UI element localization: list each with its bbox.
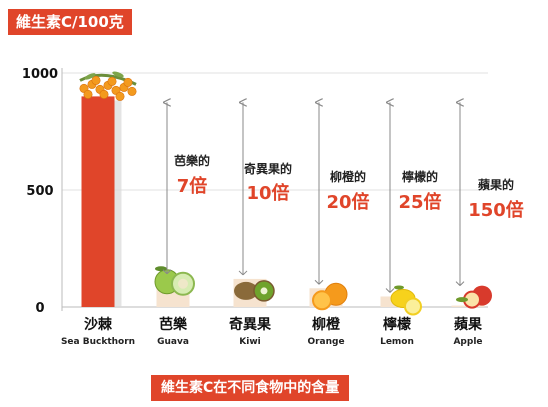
leaf — [155, 266, 167, 272]
x-tick-sublabel: Guava — [157, 337, 189, 347]
x-tick-sublabel: Apple — [453, 337, 482, 347]
x-tick-label: 檸檬 — [383, 316, 411, 333]
annotation-name: 奇異果的 — [244, 161, 292, 176]
berry — [123, 77, 133, 87]
annotation-name: 柳橙的 — [330, 169, 366, 184]
y-tick-label: 0 — [35, 301, 44, 316]
arrow-tail — [318, 279, 324, 285]
chart-caption: 維生素C在不同食物中的含量 — [151, 375, 350, 401]
apple-icon — [456, 285, 492, 309]
arrow-tail — [242, 270, 248, 276]
berry — [99, 89, 109, 99]
x-tick-label: 柳橙 — [312, 316, 341, 333]
annotation-multiple: 7倍 — [177, 175, 208, 197]
kiwi-icon — [234, 280, 275, 302]
annotation-name: 芭樂的 — [174, 153, 210, 168]
sea-buckthorn-icon — [79, 71, 137, 101]
annotation-name: 檸檬的 — [402, 169, 438, 184]
chart-title: 維生素C/100克 — [8, 9, 132, 35]
lemon-icon — [390, 285, 422, 316]
leaf — [394, 285, 404, 290]
guava-core — [178, 278, 188, 289]
arrow-tail — [389, 288, 395, 293]
berry — [127, 86, 137, 96]
arrow-tail — [385, 288, 391, 293]
berry — [107, 76, 117, 86]
x-tick-sublabel: Sea Buckthorn — [61, 337, 135, 347]
berry — [115, 91, 125, 101]
bar-0 — [81, 96, 115, 308]
x-tick-sublabel: Kiwi — [239, 337, 260, 347]
berry — [83, 89, 93, 99]
orange-icon — [312, 282, 348, 311]
x-tick-label: 沙棘 — [84, 316, 113, 333]
guava-icon — [154, 266, 195, 296]
annotation-multiple: 20倍 — [326, 191, 369, 213]
bar-shadow — [114, 100, 122, 308]
kiwi-core — [260, 287, 268, 295]
arrow-tail — [455, 281, 461, 286]
x-tick-label: 蘋果 — [454, 316, 483, 333]
leaf — [84, 73, 96, 80]
x-tick-sublabel: Orange — [307, 337, 344, 347]
annotation-multiple: 25倍 — [398, 191, 441, 213]
kiwi-whole — [234, 281, 258, 300]
lemon-half — [404, 297, 422, 316]
berry — [91, 75, 101, 85]
leaf — [112, 71, 124, 78]
orange-half — [312, 290, 332, 311]
x-tick-label: 芭樂 — [159, 316, 188, 333]
y-tick-label: 1000 — [22, 67, 58, 82]
arrow-tail — [162, 269, 168, 275]
x-tick-sublabel: Lemon — [380, 337, 414, 347]
y-tick-label: 500 — [26, 184, 53, 199]
arrow-tail — [238, 270, 244, 276]
annotation-multiple: 10倍 — [246, 182, 289, 204]
annotation-name: 蘋果的 — [478, 177, 514, 192]
annotation-multiple: 150倍 — [468, 199, 524, 221]
x-tick-label: 奇異果 — [229, 316, 272, 333]
arrow-tail — [314, 279, 320, 285]
leaf — [456, 297, 468, 303]
arrow-tail — [459, 281, 465, 286]
arrow-tail — [166, 269, 172, 275]
